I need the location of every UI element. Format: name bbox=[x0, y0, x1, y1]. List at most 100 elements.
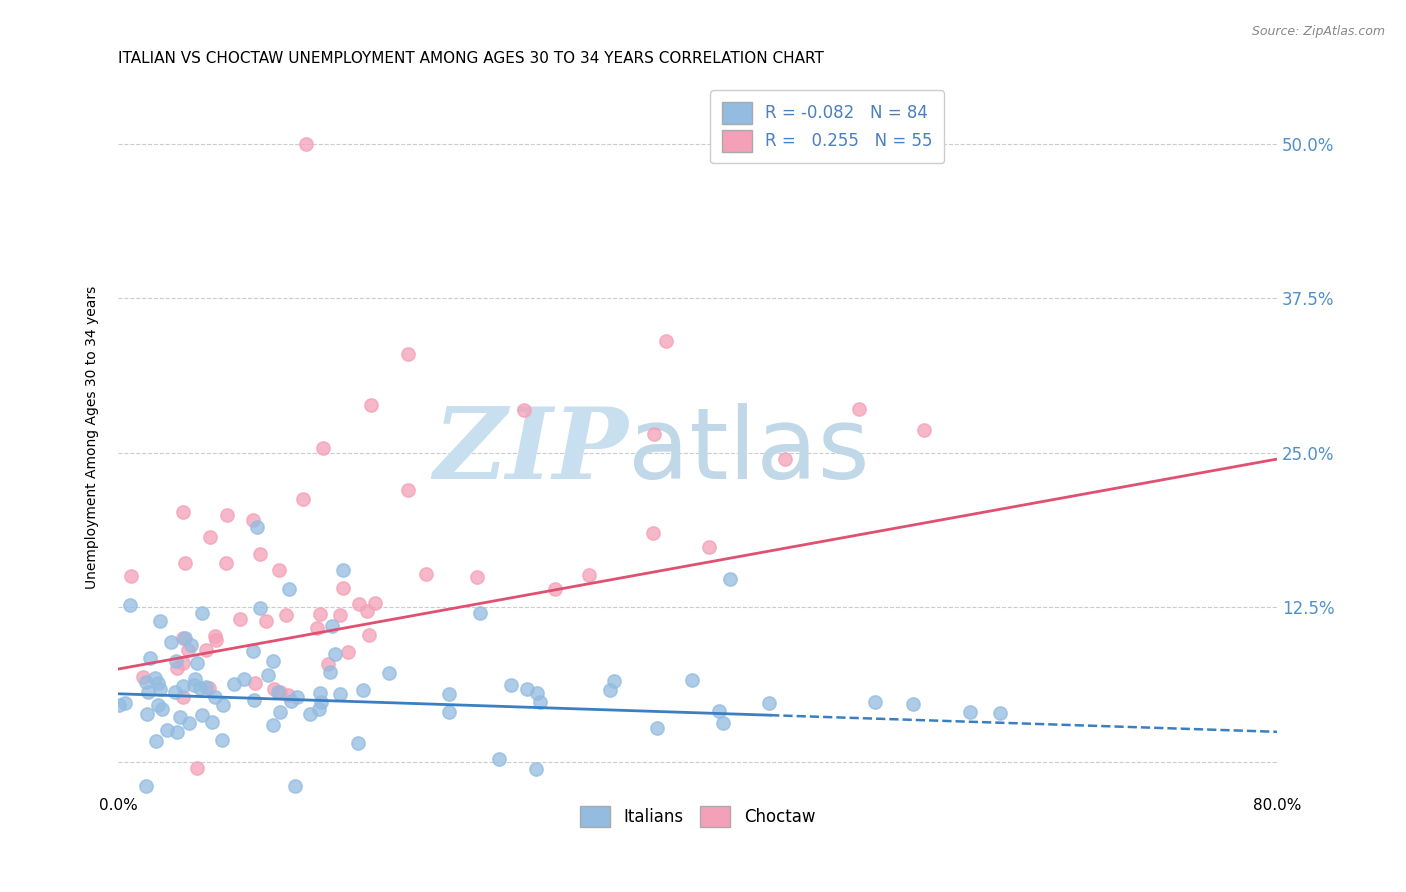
Point bbox=[183, 673, 205, 687]
Point bbox=[848, 401, 870, 416]
Point bbox=[136, 707, 159, 722]
Point bbox=[323, 648, 346, 662]
Point bbox=[107, 698, 129, 713]
Point bbox=[215, 508, 238, 522]
Point bbox=[156, 723, 179, 738]
Point bbox=[329, 607, 352, 622]
Point bbox=[163, 685, 186, 699]
Point bbox=[278, 582, 301, 596]
Point bbox=[165, 654, 187, 668]
Point bbox=[204, 690, 226, 705]
Point bbox=[863, 695, 886, 709]
Point bbox=[138, 685, 160, 699]
Point bbox=[599, 682, 621, 697]
Point bbox=[249, 600, 271, 615]
Point bbox=[707, 704, 730, 718]
Point bbox=[298, 707, 321, 722]
Point bbox=[114, 696, 136, 710]
Point bbox=[526, 762, 548, 776]
Point bbox=[655, 334, 678, 348]
Point bbox=[150, 702, 173, 716]
Point bbox=[224, 677, 246, 691]
Point bbox=[347, 737, 370, 751]
Point bbox=[316, 657, 339, 671]
Point bbox=[529, 695, 551, 709]
Point bbox=[169, 709, 191, 723]
Point bbox=[191, 708, 214, 723]
Point bbox=[641, 525, 664, 540]
Text: ITALIAN VS CHOCTAW UNEMPLOYMENT AMONG AGES 30 TO 34 YEARS CORRELATION CHART: ITALIAN VS CHOCTAW UNEMPLOYMENT AMONG AG… bbox=[118, 51, 824, 66]
Point bbox=[183, 678, 205, 692]
Point bbox=[166, 724, 188, 739]
Point bbox=[280, 694, 302, 708]
Point bbox=[266, 685, 288, 699]
Point bbox=[332, 563, 354, 577]
Point bbox=[205, 632, 228, 647]
Point bbox=[501, 678, 523, 692]
Point bbox=[274, 607, 297, 622]
Point bbox=[143, 671, 166, 685]
Point bbox=[197, 681, 219, 696]
Point bbox=[329, 687, 352, 701]
Point bbox=[180, 638, 202, 652]
Point bbox=[173, 556, 195, 570]
Point bbox=[364, 596, 387, 610]
Point bbox=[415, 567, 437, 582]
Point bbox=[357, 628, 380, 642]
Point bbox=[773, 452, 796, 467]
Point bbox=[645, 721, 668, 735]
Point bbox=[319, 665, 342, 680]
Point bbox=[254, 614, 277, 628]
Point bbox=[437, 687, 460, 701]
Point bbox=[377, 665, 399, 680]
Point bbox=[139, 651, 162, 665]
Point bbox=[901, 697, 924, 711]
Point bbox=[194, 680, 217, 694]
Point bbox=[146, 698, 169, 713]
Point bbox=[201, 715, 224, 730]
Point bbox=[336, 645, 359, 659]
Point bbox=[188, 681, 211, 695]
Point bbox=[465, 570, 488, 584]
Point bbox=[195, 643, 218, 657]
Point bbox=[135, 675, 157, 690]
Point bbox=[307, 621, 329, 635]
Point bbox=[285, 690, 308, 704]
Point bbox=[145, 734, 167, 748]
Point bbox=[243, 676, 266, 690]
Point bbox=[269, 563, 291, 577]
Point bbox=[173, 632, 195, 646]
Point bbox=[132, 670, 155, 684]
Point bbox=[308, 686, 330, 700]
Point bbox=[172, 679, 194, 693]
Point bbox=[321, 618, 343, 632]
Point bbox=[246, 520, 269, 534]
Point bbox=[177, 642, 200, 657]
Point bbox=[215, 556, 238, 570]
Point bbox=[643, 427, 665, 442]
Point bbox=[309, 695, 332, 709]
Point bbox=[308, 607, 330, 622]
Point bbox=[242, 512, 264, 526]
Point bbox=[172, 657, 194, 671]
Point bbox=[149, 681, 172, 696]
Point bbox=[988, 706, 1011, 721]
Point bbox=[360, 398, 382, 412]
Point bbox=[172, 504, 194, 518]
Point bbox=[160, 635, 183, 649]
Point bbox=[513, 402, 536, 417]
Point bbox=[263, 682, 285, 697]
Point bbox=[262, 717, 284, 731]
Point bbox=[149, 614, 172, 628]
Point bbox=[172, 631, 194, 645]
Point bbox=[243, 692, 266, 706]
Point bbox=[249, 547, 271, 561]
Point bbox=[697, 540, 720, 554]
Point bbox=[257, 667, 280, 681]
Text: Source: ZipAtlas.com: Source: ZipAtlas.com bbox=[1251, 25, 1385, 38]
Point bbox=[212, 698, 235, 712]
Point bbox=[284, 780, 307, 794]
Point bbox=[172, 690, 194, 705]
Point bbox=[912, 423, 935, 437]
Point bbox=[959, 705, 981, 719]
